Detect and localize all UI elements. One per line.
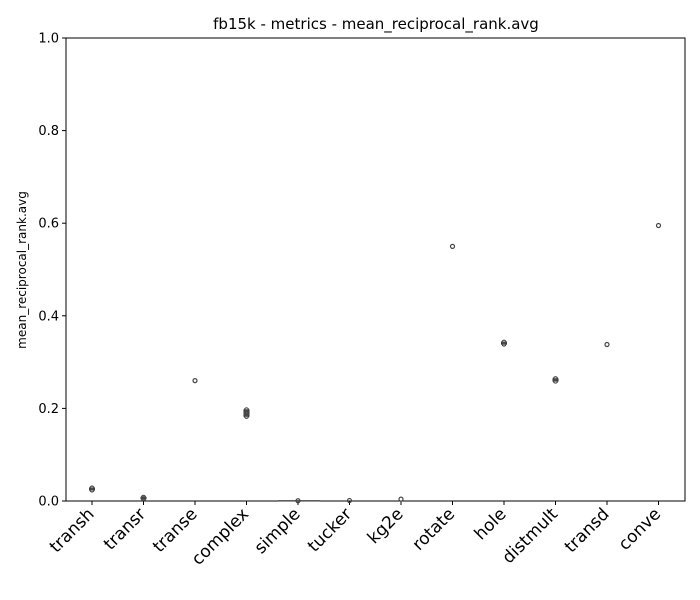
y-ticks: 0.0 0.2 0.4 0.6 0.8 1.0: [38, 32, 66, 510]
data-point: [501, 341, 507, 347]
y-axis-label: mean_reciprocal_rank.avg: [15, 191, 29, 349]
data-point: [501, 339, 507, 345]
box-transd: [604, 341, 610, 348]
y-tick-label: 0.8: [38, 124, 59, 139]
x-tick-label: complex: [188, 504, 253, 569]
y-tick-label: 0.6: [38, 217, 59, 232]
data-marks: [89, 222, 662, 504]
x-tick-label: hole: [471, 504, 511, 544]
data-point: [398, 496, 404, 502]
data-point: [655, 222, 662, 229]
y-tick-label: 0.4: [38, 309, 59, 324]
data-point: [243, 407, 250, 413]
box-hole: [501, 339, 507, 347]
box-transh: [89, 485, 95, 493]
x-tick-label: transr: [100, 504, 150, 554]
x-tick-label: simple: [251, 504, 305, 558]
box-transe: [192, 378, 198, 384]
plot-frame: [65, 37, 686, 502]
box-complex: [243, 407, 250, 419]
chart-title: fb15k - metrics - mean_reciprocal_rank.a…: [213, 15, 539, 34]
box-rotate: [449, 243, 456, 249]
x-tick-label: transd: [561, 504, 614, 557]
data-point: [604, 341, 610, 348]
data-point: [243, 409, 250, 415]
box-kg2e: [398, 496, 404, 502]
data-point: [89, 487, 95, 493]
box-distmult: [552, 376, 559, 384]
box-simple: [278, 498, 320, 504]
x-tick-label: distmult: [499, 504, 563, 568]
data-point: [552, 378, 559, 384]
data-point: [89, 485, 95, 491]
x-tick-label: kg2e: [364, 504, 408, 548]
data-point: [140, 494, 147, 500]
y-tick-label: 0.2: [38, 402, 59, 417]
axes: [65, 37, 686, 502]
data-point: [449, 243, 456, 249]
data-point: [346, 497, 353, 504]
box-tucker: [346, 497, 353, 504]
x-tick-label: rotate: [409, 504, 459, 554]
x-tick-label: transh: [46, 504, 99, 557]
y-tick-label: 0.0: [38, 495, 59, 510]
x-tick-label: conve: [615, 504, 665, 554]
data-point: [295, 498, 301, 504]
box-transr: [140, 494, 147, 502]
data-point: [192, 378, 198, 384]
x-tick-label: tucker: [304, 504, 356, 556]
y-tick-label: 1.0: [38, 32, 59, 47]
data-point: [552, 376, 559, 382]
box-conve: [655, 222, 662, 229]
